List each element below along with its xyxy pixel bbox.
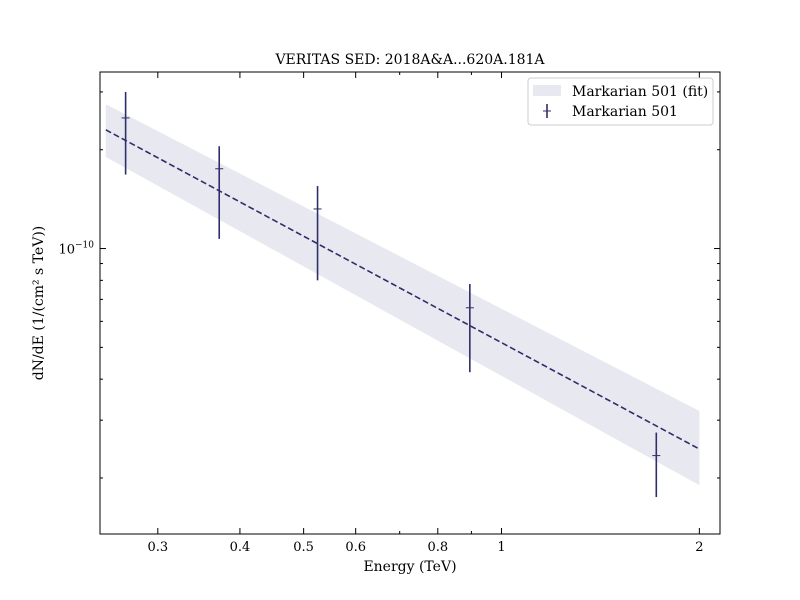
fit-line [105, 129, 700, 450]
data-point [652, 432, 661, 498]
legend-box [527, 77, 714, 126]
legend-label-fit: Markarian 501 (fit) [572, 84, 708, 100]
legend-swatch-errorbar [543, 104, 551, 118]
data-point [215, 146, 224, 239]
plot-frame [99, 71, 721, 535]
x-tick-label: 0.4 [230, 540, 251, 555]
data-point [465, 283, 474, 373]
x-tick-label: 1 [497, 540, 505, 555]
y-tick-label: 10−10 [58, 241, 94, 258]
x-tick-label: 0.5 [293, 540, 314, 555]
legend-label-data: Markarian 501 [572, 104, 678, 120]
x-tick-label: 0.6 [345, 540, 366, 555]
legend-swatch-band [533, 85, 561, 96]
fit-confidence-band [105, 104, 700, 486]
x-tick-label: 0.3 [147, 540, 168, 555]
x-tick-label: 0.8 [427, 540, 448, 555]
x-axis-label: Energy (TeV) [363, 559, 456, 575]
plot-area [105, 91, 700, 498]
x-tick-label: 2 [695, 540, 703, 555]
axis-ticks: 0.3 0.4 0.5 0.6 0.8 1 2 10−10 [58, 72, 720, 555]
data-point [313, 186, 322, 281]
y-axis-label: dN/dE (1/(cm² s TeV)) [31, 226, 47, 381]
data-point [121, 91, 130, 175]
chart-title: VERITAS SED: 2018A&A...620A.181A [274, 52, 545, 68]
legend: Markarian 501 (fit) Markarian 501 [527, 77, 714, 126]
